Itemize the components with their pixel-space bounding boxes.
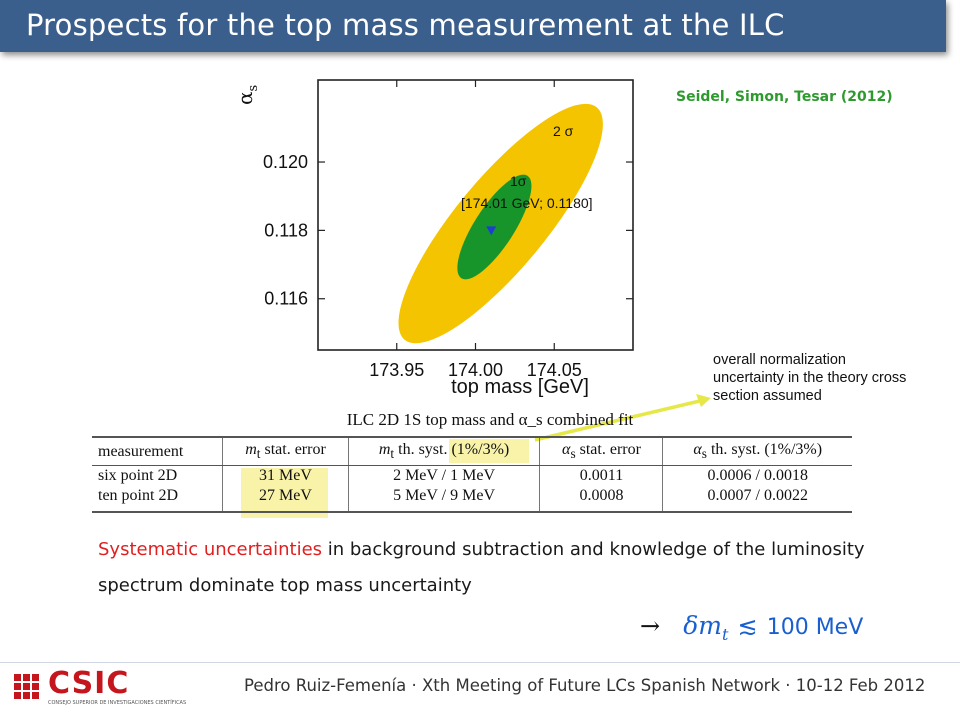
cell-as-syst: 0.0007 / 0.0022: [662, 486, 852, 514]
contour-label-1sigma: 1σ: [510, 173, 527, 189]
header-as-stat: αs stat. error: [539, 436, 663, 467]
note-arrow: [534, 398, 705, 442]
slide-title: Prospects for the top mass measurement a…: [26, 8, 785, 42]
csic-logo-icon: [14, 674, 39, 699]
table-row: six point 2D 31 MeV 2 MeV / 1 MeV 0.0011…: [92, 465, 852, 487]
y-tick-label: 0.120: [263, 152, 308, 172]
y-tick-label: 0.116: [264, 289, 308, 309]
table-row: ten point 2D 27 MeV 5 MeV / 9 MeV 0.0008…: [92, 486, 852, 514]
csic-logo: CSIC: [48, 666, 130, 701]
results-table: measurement mt stat. error mt th. syst. …: [92, 436, 852, 514]
header-as-syst: αs th. syst. (1%/3%): [662, 436, 852, 467]
cell-mt-stat: 27 MeV: [222, 486, 349, 514]
csic-logo-subtitle: CONSEJO SUPERIOR DE INVESTIGACIONES CIEN…: [48, 700, 187, 706]
best-fit-label: [174.01 GeV; 0.1180]: [461, 195, 593, 211]
contour-label-2sigma: 2 σ: [553, 123, 574, 139]
cell-mt-syst: 2 MeV / 1 MeV: [347, 465, 540, 487]
note-arrow-head: [696, 394, 711, 407]
title-bar: Prospects for the top mass measurement a…: [0, 0, 946, 52]
cell-measurement: ten point 2D: [92, 486, 223, 514]
conclusion-text: Systematic uncertainties in background s…: [98, 532, 918, 604]
y-tick-label: 0.118: [264, 220, 308, 240]
cell-mt-stat: 31 MeV: [222, 465, 349, 487]
citation: Seidel, Simon, Tesar (2012): [676, 89, 893, 105]
table-header-row: measurement mt stat. error mt th. syst. …: [92, 436, 852, 467]
y-axis-label: αs: [233, 85, 261, 105]
header-measurement: measurement: [92, 436, 223, 467]
conclusion-highlight: Systematic uncertainties: [98, 539, 323, 560]
contour-chart: 2 σ 1σ [174.01 GeV; 0.1180] 173.95 174.00 174…: [233, 79, 711, 442]
x-axis-label: top mass [GeV]: [451, 376, 589, 398]
cell-as-stat: 0.0008: [539, 486, 663, 514]
footer-divider: [0, 662, 960, 663]
arrow-icon: →: [640, 612, 661, 640]
cell-mt-syst: 5 MeV / 9 MeV: [347, 486, 540, 514]
footer-text: Pedro Ruiz-Femenía · Xth Meeting of Futu…: [244, 676, 926, 695]
conclusion-body: in background subtraction and knowledge …: [98, 539, 865, 596]
header-mt-syst: mt th. syst. (1%/3%): [347, 436, 540, 467]
delta-mt: δmt: [683, 611, 729, 644]
fit-caption: ILC 2D 1S top mass and α_s combined fit: [346, 410, 634, 429]
cell-as-syst: 0.0006 / 0.0018: [662, 465, 852, 487]
mass-bound-value: 100 MeV: [766, 615, 864, 640]
cell-as-stat: 0.0011: [539, 465, 663, 487]
mass-uncertainty-formula: → δmt ≲ 100 MeV: [640, 611, 863, 644]
x-tick-label: 174.05: [527, 360, 582, 380]
normalization-note: overall normalization uncertainty in the…: [713, 352, 907, 404]
best-fit-point: [486, 226, 497, 236]
header-mt-stat: mt stat. error: [222, 436, 349, 467]
x-tick-label: 174.00: [448, 360, 503, 380]
x-tick-label: 173.95: [369, 360, 424, 380]
cell-measurement: six point 2D: [98, 467, 178, 485]
lesssim-symbol: ≲: [737, 612, 758, 640]
